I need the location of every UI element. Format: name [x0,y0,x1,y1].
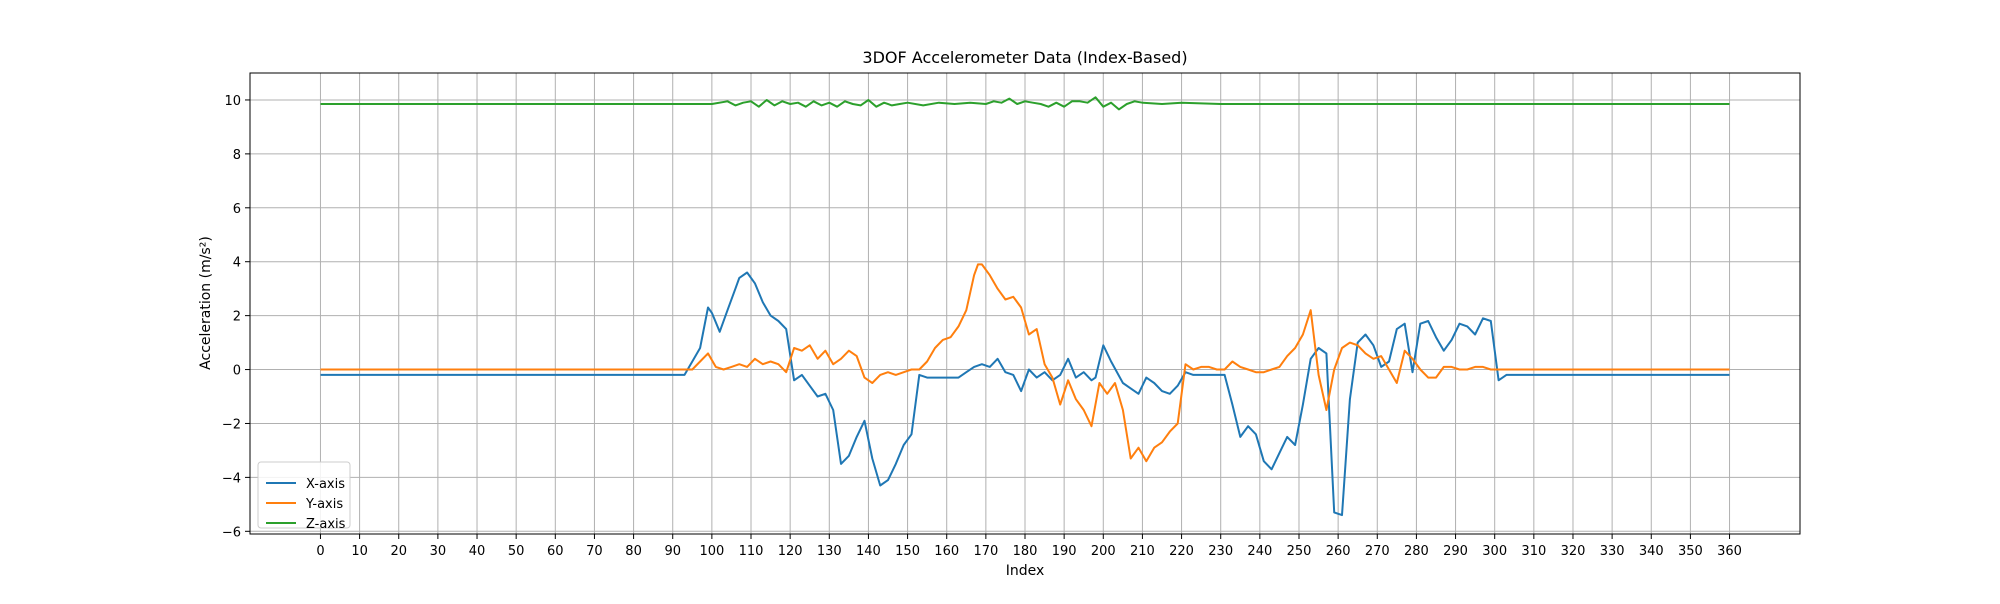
x-tick-label: 280 [1404,544,1429,559]
y-tick-label: 6 [233,202,241,217]
series-line-x-axis [320,271,1730,517]
x-tick-label: 10 [351,544,368,559]
x-tick-label: 170 [973,544,998,559]
x-tick-label: 110 [739,544,764,559]
x-tick-label: 360 [1717,544,1742,559]
x-tick-label: 120 [778,544,803,559]
x-tick-label: 230 [1208,544,1233,559]
legend-label: X-axis [306,477,345,492]
legend-label: Y-axis [305,497,343,512]
legend-box [257,461,351,529]
y-axis-label: Acceleration (m/s²) [198,236,214,370]
x-tick-label: 80 [625,544,642,559]
legend: X-axis Y-axis Z-axis [257,461,351,532]
x-tick-label: 160 [934,544,959,559]
grid-layer [250,73,1800,534]
x-tick-label: 240 [1247,544,1272,559]
axis-layer: 0 10 20 30 40 50 60 70 80 90 100 110 120 130 140 150 160… [222,94,1742,559]
x-tick-label: 330 [1600,544,1625,559]
x-tick-label: 60 [547,544,564,559]
x-tick-label: 310 [1521,544,1546,559]
x-tick-label: 300 [1482,544,1507,559]
y-tick-label: 8 [233,148,241,163]
x-tick-label: 250 [1287,544,1312,559]
x-tick-label: 90 [664,544,681,559]
x-tick-label: 150 [895,544,920,559]
x-tick-label: 190 [1052,544,1077,559]
x-tick-label: 180 [1013,544,1038,559]
x-tick-label: 140 [856,544,881,559]
x-tick-label: 200 [1091,544,1116,559]
y-tick-label: 10 [224,94,241,109]
x-tick-label: 100 [699,544,724,559]
x-tick-label: 270 [1365,544,1390,559]
series-line-z-axis [320,96,1730,111]
x-tick-label: 40 [469,544,486,559]
y-tick-label: 2 [233,310,241,325]
x-tick-label: 260 [1326,544,1351,559]
y-tick-label: −2 [222,417,241,432]
y-tick-label: −4 [222,471,241,486]
x-tick-label: 50 [508,544,525,559]
series-layer [320,96,1730,517]
x-tick-label: 130 [817,544,842,559]
x-tick-label: 290 [1443,544,1468,559]
x-tick-label: 30 [430,544,447,559]
series-line-y-axis [320,263,1730,463]
y-tick-label: 4 [233,256,241,271]
x-tick-label: 350 [1678,544,1703,559]
chart-title: 3DOF Accelerometer Data (Index-Based) [862,48,1187,67]
legend-label: Z-axis [306,517,346,532]
x-tick-label: 20 [390,544,407,559]
y-tick-label: 0 [233,364,241,379]
y-tick-label: −6 [222,525,241,540]
x-tick-label: 70 [586,544,603,559]
x-tick-label: 220 [1169,544,1194,559]
x-tick-label: 0 [316,544,324,559]
x-axis-label: Index [1006,563,1045,579]
x-tick-label: 340 [1639,544,1664,559]
x-tick-label: 210 [1130,544,1155,559]
x-tick-label: 320 [1561,544,1586,559]
